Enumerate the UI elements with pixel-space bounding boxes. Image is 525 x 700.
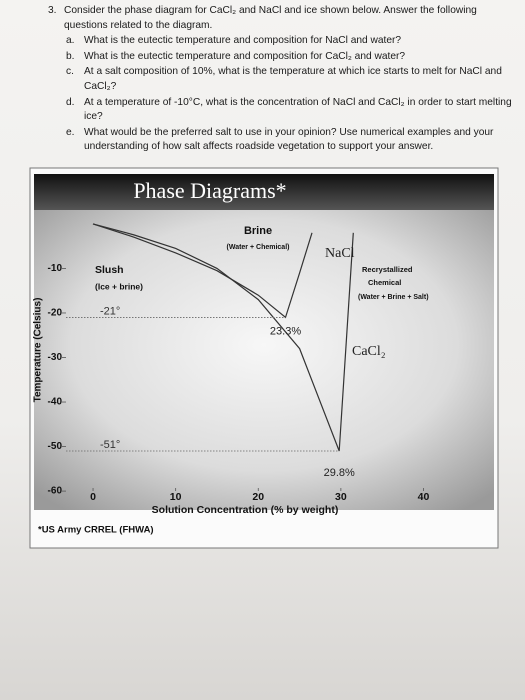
region-label: (Ice + brine) <box>95 281 143 291</box>
item-label: c. <box>66 66 74 78</box>
curve-label: CaCl₂ <box>352 344 386 359</box>
item-label: a. <box>66 35 75 47</box>
eutectic-composition: 23.3% <box>270 325 301 337</box>
x-tick-label: 20 <box>252 491 264 503</box>
question-item: a. What is the eutectic temperature and c… <box>66 34 518 49</box>
region-label: Recrystallized <box>362 265 413 274</box>
eutectic-temperature: -21° <box>100 305 120 317</box>
phase-curve <box>92 223 313 319</box>
curve-label: NaCl <box>325 246 355 261</box>
eutectic-composition: 29.8% <box>324 467 355 479</box>
y-tick-label: -40 <box>48 397 63 408</box>
y-tick-label: -30 <box>48 352 63 363</box>
item-text: What is the eutectic temperature and com… <box>84 35 402 47</box>
item-text: At a salt composition of 10%, what is th… <box>84 66 502 92</box>
item-label: b. <box>66 50 75 62</box>
x-tick-label: 40 <box>418 491 430 503</box>
question: 3. Consider the phase diagram for CaCl₂ … <box>48 4 518 155</box>
question-number: 3. <box>48 5 57 16</box>
item-text: At a temperature of -10°C, what is the c… <box>84 96 512 123</box>
eutectic-temperature: -51° <box>100 439 120 451</box>
x-axis-label: Solution Concentration (% by weight) <box>152 504 339 516</box>
region-label: (Water + Brine + Salt) <box>358 294 429 301</box>
x-tick-label: 30 <box>335 491 347 503</box>
item-label: d. <box>66 96 75 108</box>
y-tick-label: -60 <box>48 486 63 497</box>
plot-area <box>34 210 494 510</box>
item-text: What would be the preferred salt to use … <box>84 126 494 153</box>
item-text: What is the eutectic temperature and com… <box>84 50 406 62</box>
question-head: 3. Consider the phase diagram for CaCl₂ … <box>48 4 518 33</box>
region-label: Slush <box>95 264 124 276</box>
region-label: Chemical <box>368 278 401 287</box>
y-axis-label: Temperature (Celsius) <box>33 298 44 403</box>
y-tick-label: -50 <box>48 441 63 452</box>
x-tick-label: 10 <box>170 491 182 503</box>
chart-title: Phase Diagrams* <box>133 178 286 203</box>
region-label: (Water + Chemical) <box>227 244 290 251</box>
question-item: c. At a salt composition of 10%, what is … <box>66 65 518 94</box>
item-label: e. <box>66 126 75 138</box>
source-note: *US Army CRREL (FHWA) <box>38 525 154 536</box>
question-item: e. What would be the preferred salt to us… <box>66 126 518 155</box>
y-tick-label: -20 <box>48 308 63 319</box>
question-item: b. What is the eutectic temperature and c… <box>66 50 518 65</box>
question-item: d. At a temperature of -10°C, what is the… <box>66 96 518 125</box>
y-tick-label: -10 <box>48 263 63 274</box>
phase-curve <box>92 223 354 452</box>
question-items: a. What is the eutectic temperature and c… <box>66 34 518 155</box>
question-text: Consider the phase diagram for CaCl₂ and… <box>64 5 477 31</box>
chart-header <box>34 174 494 210</box>
region-label: Brine <box>244 225 272 237</box>
x-tick-label: 0 <box>90 491 96 503</box>
